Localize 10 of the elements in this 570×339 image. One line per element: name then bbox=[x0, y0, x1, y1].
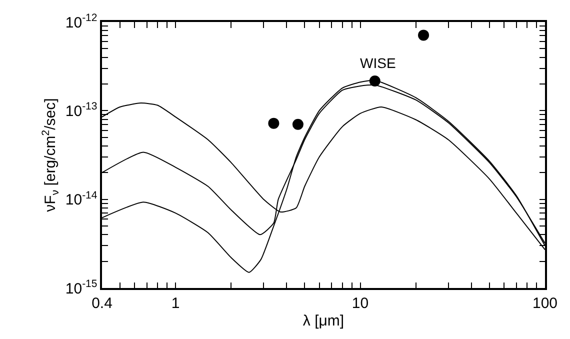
x-tick-label: 100 bbox=[532, 294, 558, 312]
x-tick-label: 1 bbox=[171, 294, 180, 312]
y-tick-label: 10$^{-13}$ bbox=[65, 100, 98, 120]
x-tick-label: 0.4 bbox=[92, 294, 112, 312]
x-tick-label: 10 bbox=[352, 294, 369, 312]
y-tick-label: 10$^{-15}$ bbox=[65, 278, 98, 298]
y-tick-label: 10$^{-12}$ bbox=[65, 12, 98, 32]
annotation: WISE bbox=[360, 55, 396, 71]
x-axis-title: λ [μm] bbox=[302, 312, 344, 330]
y-tick-label: 10$^{-14}$ bbox=[65, 189, 98, 209]
